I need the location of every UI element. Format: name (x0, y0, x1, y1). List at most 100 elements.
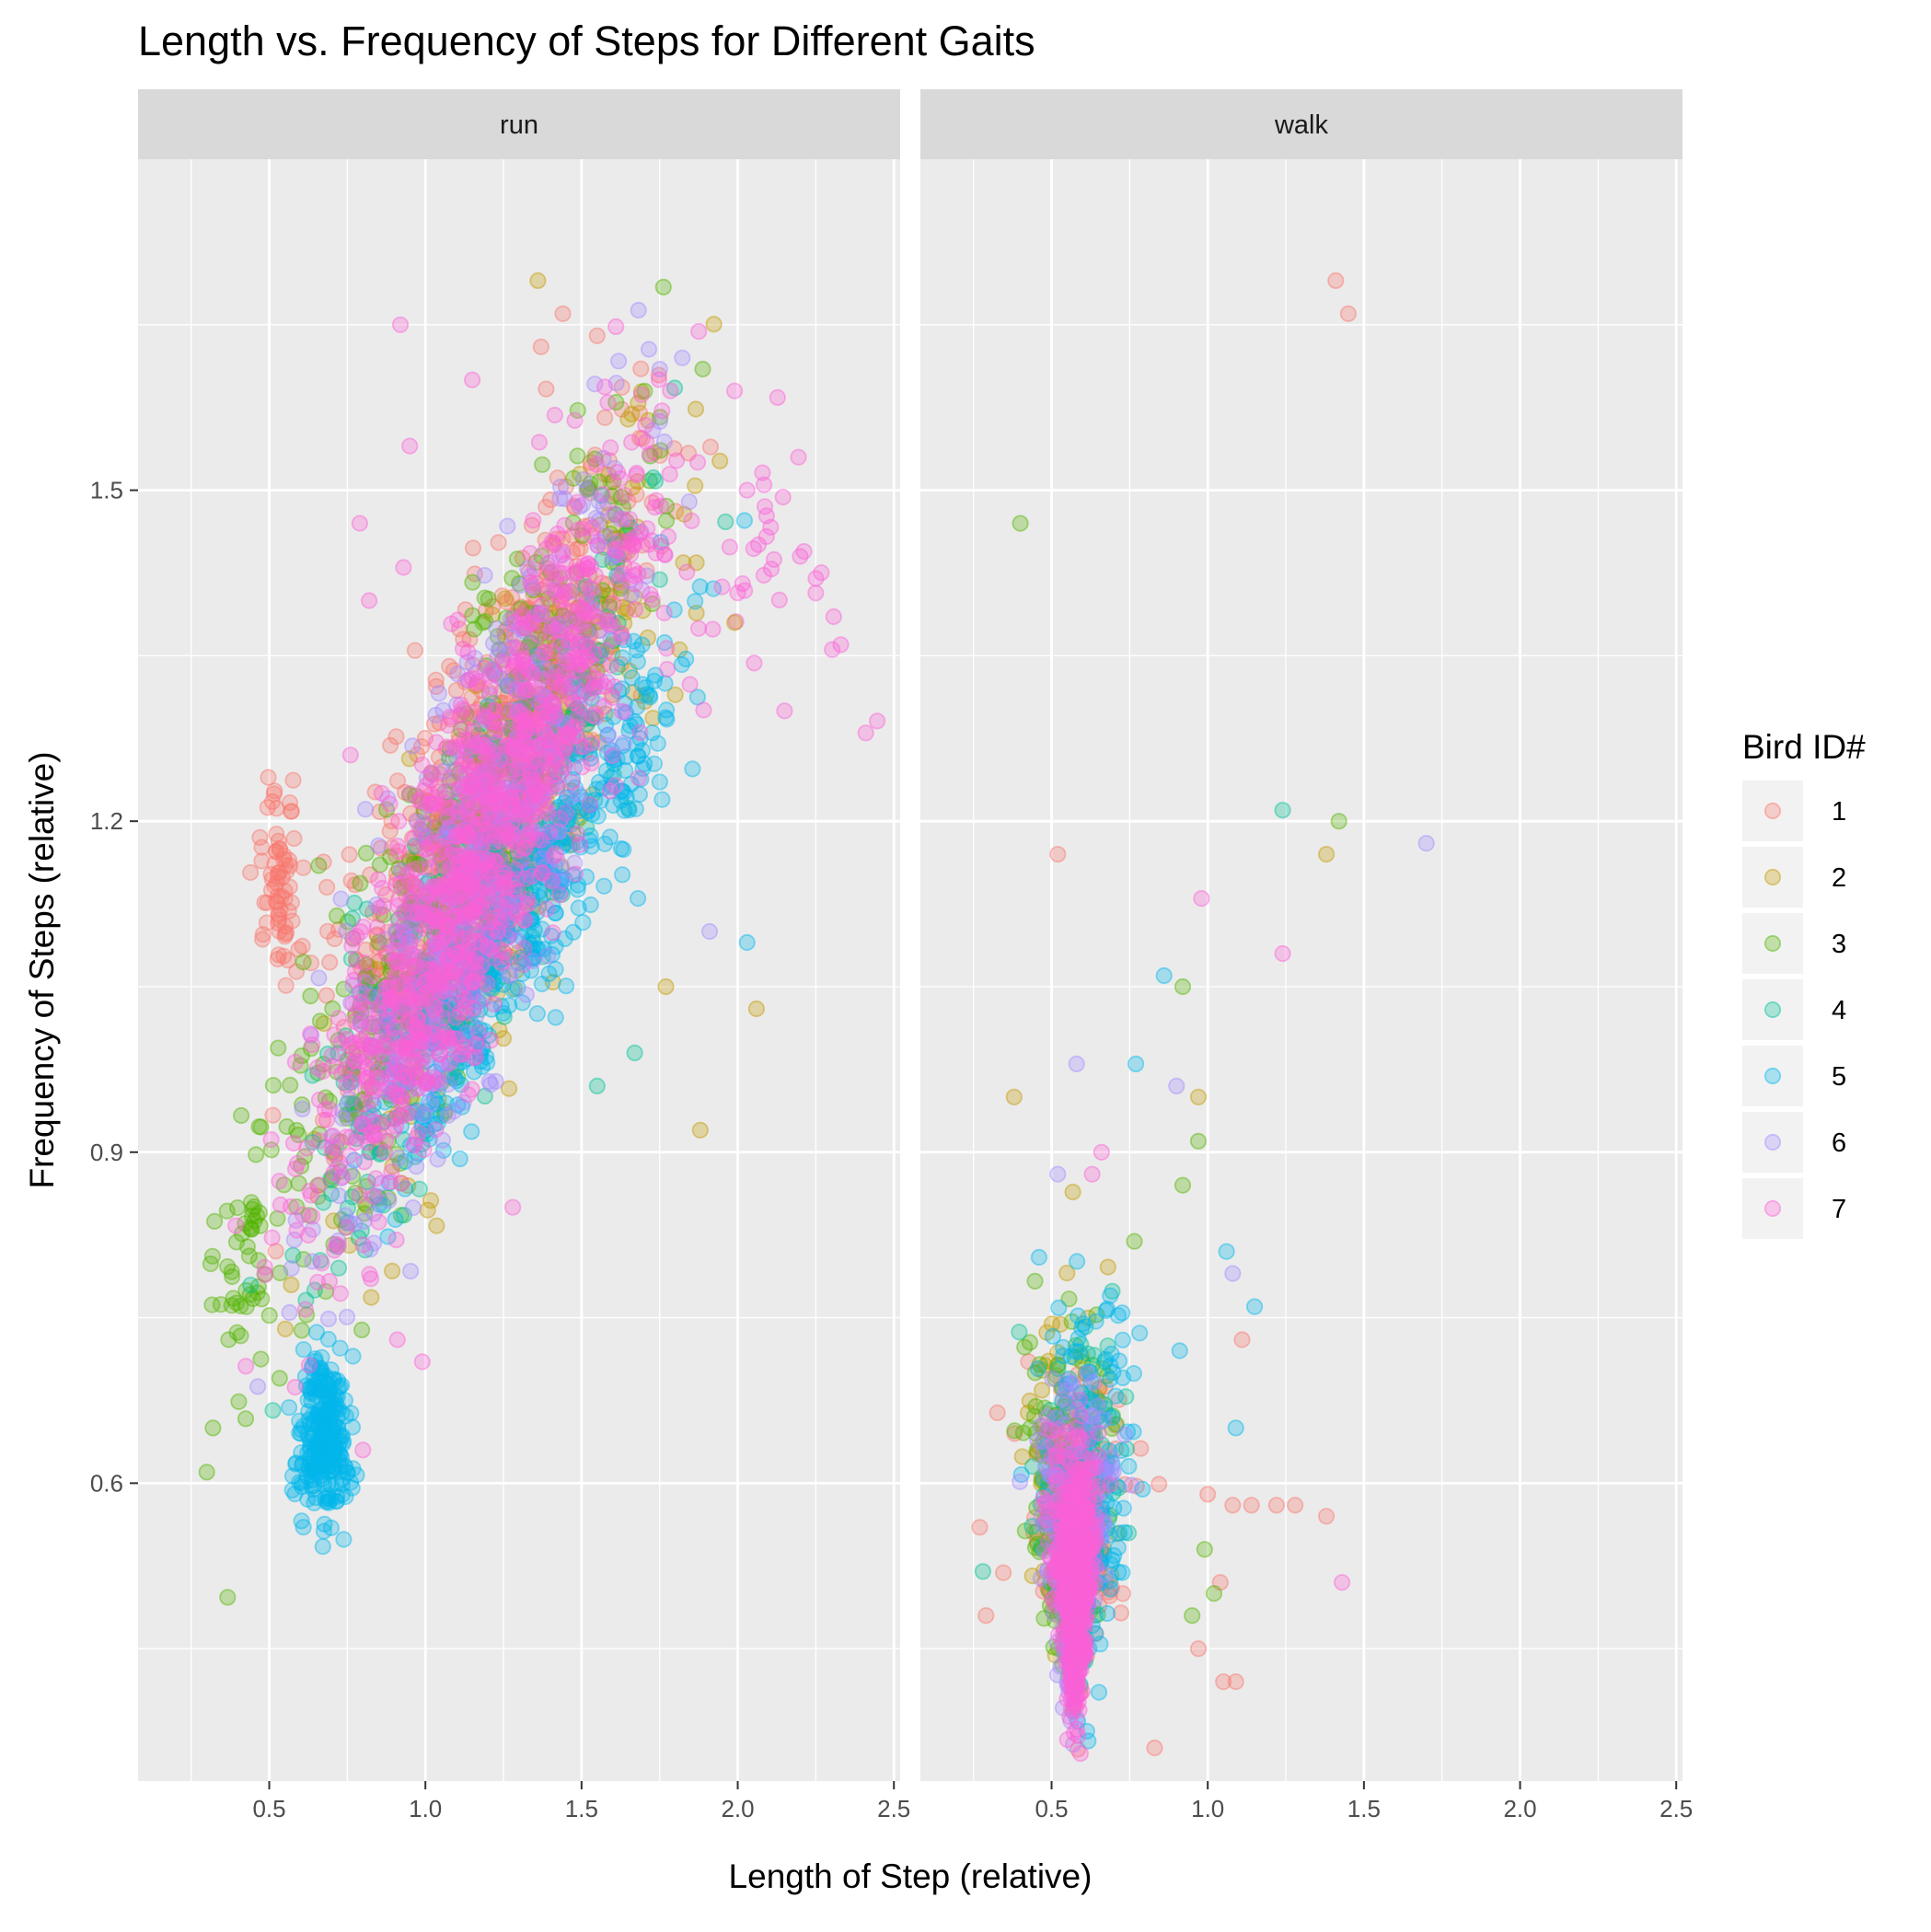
data-point-bird-2 (422, 966, 439, 984)
data-point-bird-6 (408, 1158, 425, 1175)
data-point-bird-7 (286, 1379, 304, 1396)
data-point-bird-1 (407, 961, 424, 978)
data-point-bird-2 (363, 1076, 381, 1093)
data-point-bird-2 (619, 543, 637, 561)
data-point-bird-7 (738, 481, 756, 499)
data-point-bird-6 (1079, 1365, 1096, 1382)
data-point-bird-5 (335, 1432, 353, 1451)
data-point-bird-1 (403, 829, 421, 847)
data-point-bird-7 (443, 615, 460, 632)
data-point-bird-1 (600, 452, 619, 469)
data-point-bird-2 (443, 834, 461, 851)
data-point-bird-2 (434, 820, 451, 839)
data-point-bird-3 (240, 1247, 258, 1265)
data-point-bird-1 (422, 942, 439, 960)
data-point-bird-1 (615, 557, 633, 574)
data-point-bird-7 (515, 956, 532, 974)
data-point-bird-1 (389, 970, 408, 988)
data-point-bird-2 (526, 608, 544, 626)
data-point-bird-2 (441, 1069, 459, 1086)
data-point-bird-2 (512, 790, 529, 807)
data-point-bird-6 (1116, 1426, 1134, 1444)
data-point-bird-3 (310, 857, 328, 874)
data-point-bird-1 (468, 700, 486, 719)
data-point-bird-1 (476, 758, 493, 775)
data-point-bird-1 (540, 631, 559, 649)
data-point-bird-1 (484, 712, 502, 730)
data-point-bird-1 (387, 728, 405, 746)
data-point-bird-7 (346, 963, 364, 980)
data-point-bird-7 (468, 816, 486, 834)
data-point-bird-1 (528, 808, 546, 826)
data-point-bird-1 (509, 709, 526, 726)
data-point-bird-5 (657, 709, 675, 726)
data-point-bird-7 (417, 971, 434, 989)
data-point-bird-1 (370, 953, 388, 971)
data-point-bird-1 (479, 802, 497, 820)
data-point-bird-2 (503, 850, 520, 868)
data-point-bird-2 (626, 588, 643, 606)
data-point-bird-7 (613, 702, 630, 720)
run-panel-points (198, 272, 886, 1606)
data-point-bird-2 (557, 681, 574, 699)
data-point-bird-2 (381, 1110, 399, 1128)
data-point-bird-6 (599, 726, 618, 744)
data-point-bird-2 (619, 599, 637, 618)
data-point-bird-7 (369, 871, 387, 888)
data-point-bird-7 (637, 416, 654, 434)
data-point-bird-1 (586, 446, 604, 464)
data-point-bird-1 (379, 923, 397, 941)
data-point-bird-1 (440, 834, 457, 852)
data-point-bird-1 (539, 686, 557, 703)
data-point-bird-1 (508, 700, 526, 717)
data-point-bird-2 (512, 664, 529, 682)
data-point-bird-1 (560, 725, 577, 744)
data-point-bird-3 (219, 1589, 237, 1606)
data-point-bird-7 (467, 703, 484, 722)
data-point-bird-7 (736, 582, 754, 599)
data-point-bird-2 (438, 1003, 456, 1021)
data-point-bird-1 (525, 719, 542, 737)
data-point-bird-5 (629, 889, 647, 908)
data-point-bird-1 (383, 839, 400, 856)
data-point-bird-1 (417, 816, 434, 833)
data-point-bird-1 (524, 615, 541, 632)
data-point-bird-1 (263, 871, 281, 888)
data-point-bird-1 (478, 862, 495, 879)
data-point-bird-2 (497, 902, 515, 920)
data-point-bird-1 (459, 816, 477, 833)
data-point-bird-1 (495, 726, 513, 745)
data-point-bird-7 (320, 1273, 338, 1290)
data-point-bird-1 (318, 878, 336, 897)
data-point-bird-1 (496, 754, 515, 771)
data-point-bird-1 (493, 587, 511, 605)
data-point-bird-7 (434, 968, 451, 986)
data-point-bird-1 (513, 598, 530, 616)
data-point-bird-1 (283, 803, 300, 820)
data-point-bird-2 (616, 614, 633, 632)
data-point-bird-1 (408, 812, 425, 829)
data-point-bird-1 (326, 1151, 343, 1168)
data-point-bird-7 (721, 538, 739, 556)
data-point-bird-2 (544, 973, 561, 991)
data-point-bird-1 (523, 640, 540, 658)
data-point-bird-1 (441, 657, 458, 676)
data-point-bird-1 (450, 780, 468, 797)
walk-panel: walk (920, 89, 1682, 1781)
data-point-bird-5 (653, 791, 671, 808)
data-point-bird-7 (452, 696, 469, 713)
data-point-bird-1 (552, 713, 571, 731)
data-point-bird-1 (435, 834, 454, 851)
data-point-bird-1 (436, 842, 454, 861)
data-point-bird-2 (501, 793, 518, 811)
data-point-bird-7 (534, 715, 551, 734)
data-point-bird-1 (426, 989, 445, 1007)
data-point-bird-2 (1099, 1258, 1116, 1276)
data-point-bird-2 (545, 537, 562, 554)
data-point-bird-2 (361, 958, 378, 976)
data-point-bird-1 (416, 729, 434, 747)
data-point-bird-2 (581, 566, 598, 584)
data-point-bird-1 (615, 532, 632, 550)
data-point-bird-2 (571, 465, 589, 483)
data-point-bird-1 (583, 458, 600, 476)
